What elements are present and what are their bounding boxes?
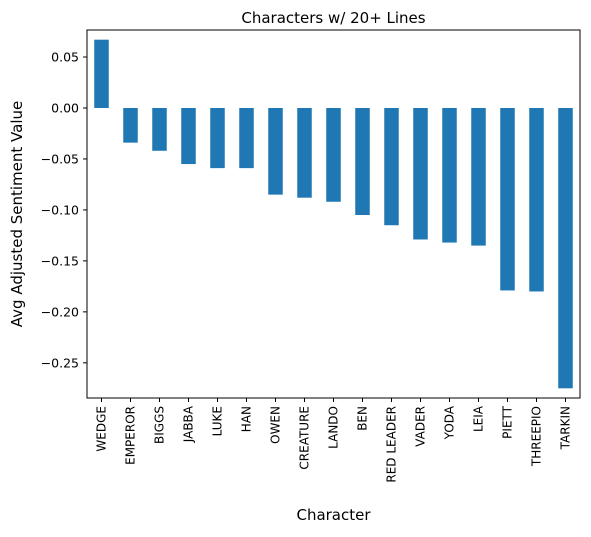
bar-luke [210,107,225,169]
x-tick-label: EMPEROR [124,406,138,465]
x-tick-label: JABBA [182,405,196,443]
x-tick-label: LUKE [211,406,225,436]
x-tick-label: LANDO [327,406,341,449]
x-tick-label: HAN [240,406,254,432]
y-tick-label: −0.25 [41,355,79,370]
bar-wedge [94,39,109,108]
y-axis-label: Avg Adjusted Sentiment Value [8,101,26,327]
x-tick-label: YODA [443,405,457,440]
y-tick-label: 0.05 [51,50,79,65]
bar-han [239,107,254,169]
bar-red-leader [384,107,399,226]
x-tick-label: OWEN [269,406,283,444]
bar-owen [268,107,283,195]
x-tick-label: VADER [414,406,428,447]
x-tick-label: BIGGS [153,406,167,444]
bar-leia [471,107,486,246]
y-tick-label: −0.15 [41,253,79,268]
x-tick-label: PIETT [501,405,515,438]
chart-title: Characters w/ 20+ Lines [241,9,425,27]
x-tick-label: THREEPIO [530,406,544,467]
y-axis: 0.05 0.00 −0.05 −0.10 −0.15 −0.20 −0.25 [41,50,87,370]
x-tick-label: WEDGE [95,406,109,452]
bar-vader [413,107,428,240]
bar-tarkin [558,107,573,389]
bar-yoda [442,107,457,243]
y-tick-label: 0.00 [51,100,79,115]
bar-creature [297,107,312,198]
bar-emperor [123,107,138,143]
x-axis: WEDGE EMPEROR BIGGS JABBA LUKE HAN OWEN CREATUR… [95,398,573,483]
bar-threepio [529,107,544,292]
x-axis-label: Character [296,506,371,524]
x-tick-label: BEN [356,406,370,431]
y-tick-label: −0.10 [41,202,79,217]
bar-piett [500,107,515,291]
bar-ben [355,107,370,216]
y-tick-label: −0.05 [41,151,79,166]
plot-frame [86,29,581,399]
x-tick-label: LEIA [472,405,486,432]
y-tick-label: −0.20 [41,304,79,319]
x-tick-label: TARKIN [559,406,573,450]
bar-biggs [152,107,167,151]
bar-jabba [181,107,196,165]
x-tick-label: RED LEADER [385,406,399,483]
bar-lando [326,107,341,202]
x-tick-label: CREATURE [298,406,312,470]
bars-layer [94,39,573,389]
